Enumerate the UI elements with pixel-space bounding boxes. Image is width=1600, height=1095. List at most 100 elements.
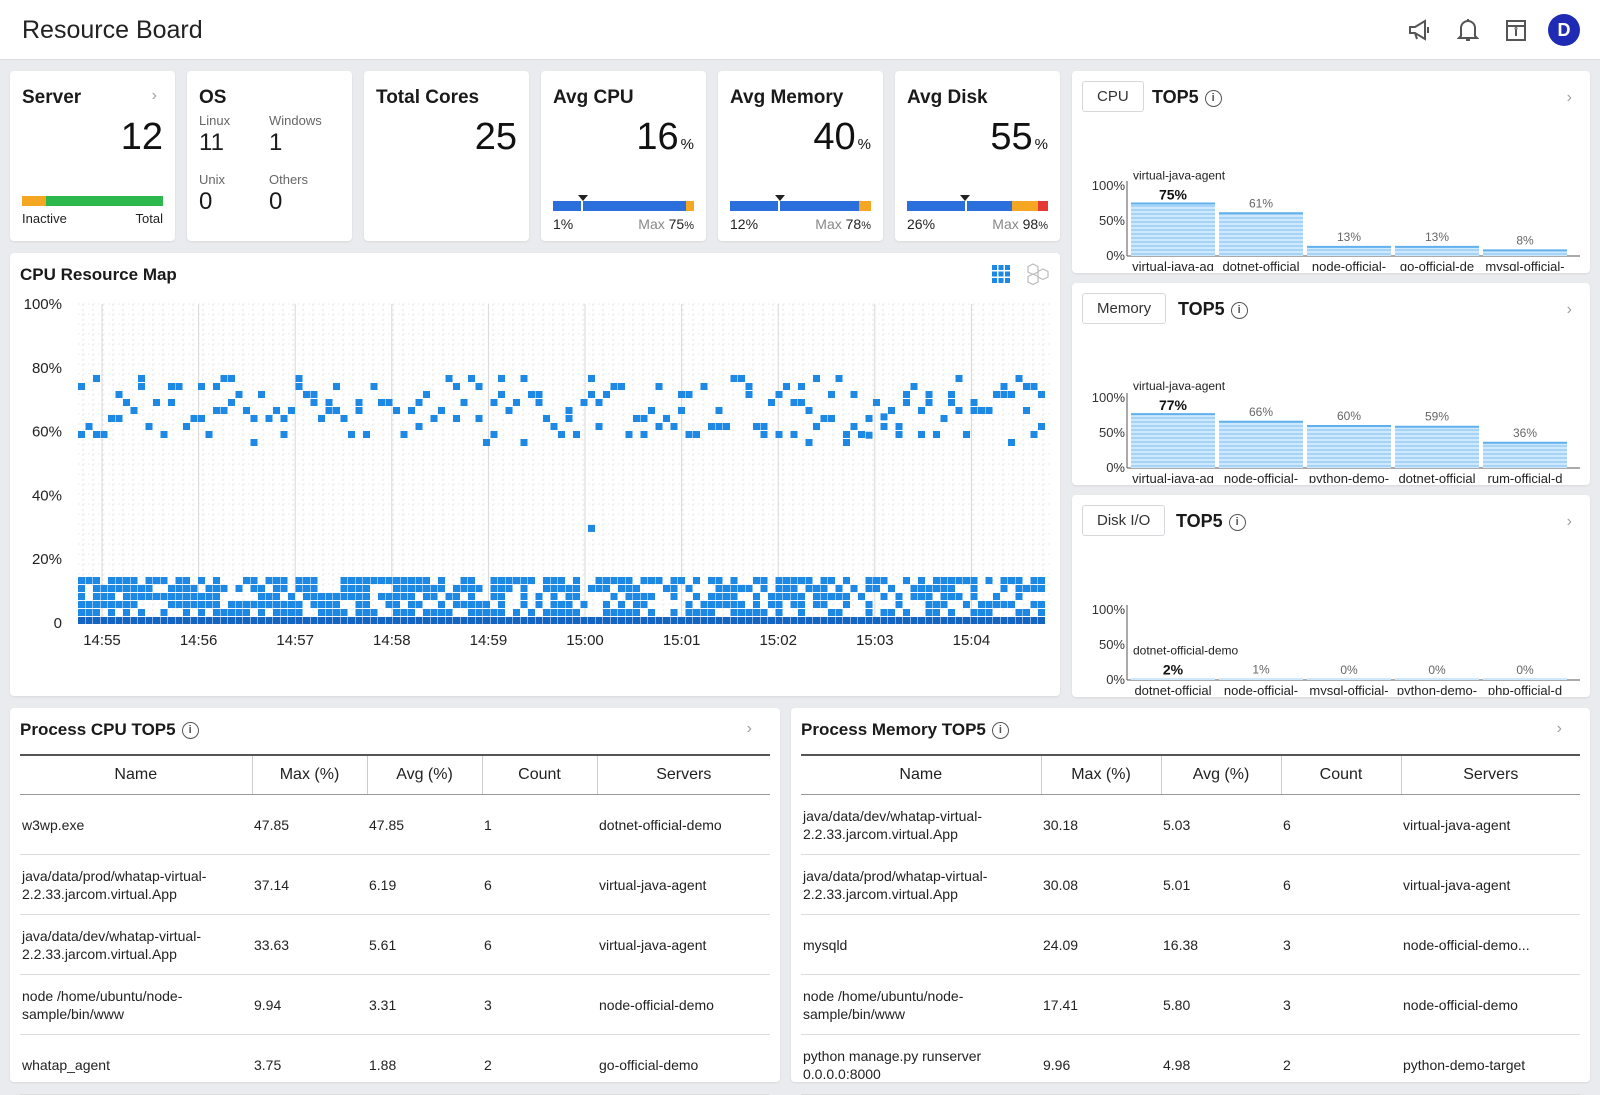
chevron-right-icon[interactable]: › xyxy=(746,720,752,737)
column-header[interactable]: Avg (%) xyxy=(1160,754,1281,795)
map-cell xyxy=(820,593,828,600)
map-cell xyxy=(835,585,843,592)
map-cell xyxy=(535,617,543,624)
disk-io-tag[interactable]: Disk I/O xyxy=(1082,505,1166,536)
top5-bar[interactable] xyxy=(1131,413,1215,468)
column-header[interactable]: Max (%) xyxy=(251,754,367,795)
disk-io-top5-chart: 100% 50% 0% 2% dotnet-official 1% node-officia… xyxy=(1092,602,1580,695)
map-cell xyxy=(453,585,460,592)
chevron-right-icon[interactable]: › xyxy=(1566,513,1572,530)
y-tick-label: 100% xyxy=(1092,178,1126,193)
map-cell xyxy=(408,593,415,600)
column-header[interactable]: Avg (%) xyxy=(366,754,482,795)
map-cell xyxy=(828,609,835,616)
linux-label: Linux xyxy=(199,113,231,128)
table-cell: 5.01 xyxy=(1161,854,1281,915)
info-icon[interactable]: i xyxy=(1228,513,1246,531)
column-header[interactable]: Name xyxy=(20,754,252,795)
map-cell xyxy=(93,593,100,600)
table-row[interactable]: java/data/prod/whatap-virtual-2.2.33.jar… xyxy=(801,854,1580,915)
map-cell xyxy=(288,601,295,608)
map-cell xyxy=(925,617,933,624)
top5-bar[interactable] xyxy=(1307,245,1391,256)
avg-disk-marker xyxy=(960,195,970,201)
map-cell xyxy=(955,577,963,584)
column-header[interactable]: Name xyxy=(801,754,1041,795)
disk-io-top5-card: Disk I/O TOP5 i › 100% 50% 0% 2% dotnet-offic… xyxy=(1072,495,1590,697)
map-cell xyxy=(610,383,618,390)
cpu-tag[interactable]: CPU xyxy=(1082,81,1144,112)
grid-view-icon[interactable] xyxy=(992,265,1010,288)
table-row[interactable]: mysqld 24.09 16.38 3 node-official-demo... xyxy=(801,914,1580,975)
top5-bar[interactable] xyxy=(1395,678,1479,680)
top5-bar[interactable] xyxy=(1219,420,1303,468)
column-header[interactable]: Max (%) xyxy=(1040,754,1161,795)
map-cell xyxy=(453,415,460,422)
map-cell xyxy=(400,577,408,584)
megaphone-icon[interactable] xyxy=(1404,14,1436,46)
table-row[interactable]: node /home/ubuntu/node-sample/bin/www 9.9… xyxy=(20,974,770,1035)
hexagon-view-icon[interactable] xyxy=(1026,262,1050,291)
map-cell xyxy=(970,585,978,592)
map-cell xyxy=(460,617,468,624)
top5-bar[interactable] xyxy=(1483,678,1567,680)
column-header[interactable]: Count xyxy=(481,754,597,795)
map-cell xyxy=(258,617,265,624)
info-icon[interactable]: i xyxy=(1204,89,1222,107)
map-cell xyxy=(138,609,145,616)
map-cell xyxy=(903,609,910,616)
avatar[interactable]: D xyxy=(1548,14,1580,46)
map-cell xyxy=(970,593,978,600)
map-cell xyxy=(153,593,160,600)
top5-bar[interactable] xyxy=(1307,425,1391,468)
map-cell xyxy=(168,399,175,406)
table-row[interactable]: w3wp.exe 47.85 47.85 1 dotnet-official-demo xyxy=(20,794,770,855)
map-cell xyxy=(498,585,505,592)
map-cell xyxy=(445,375,453,382)
top5-bar[interactable] xyxy=(1219,678,1303,680)
table-row[interactable]: java/data/dev/whatap-virtual-2.2.33.jarc… xyxy=(801,794,1580,855)
top5-bar[interactable] xyxy=(1483,249,1567,256)
map-cell xyxy=(1000,577,1008,584)
map-cell xyxy=(175,383,183,390)
top5-bar[interactable] xyxy=(1395,425,1479,468)
process-cpu-title: Process CPU TOP5 xyxy=(20,720,176,739)
bell-icon[interactable] xyxy=(1452,14,1484,46)
table-row[interactable]: whatap_agent 3.75 1.88 2 go-official-demo xyxy=(20,1034,770,1095)
chevron-right-icon[interactable]: › xyxy=(151,87,157,104)
map-cell xyxy=(1023,609,1030,616)
bar-fill xyxy=(1395,246,1479,256)
top5-bar[interactable] xyxy=(1219,212,1303,256)
table-row[interactable]: python manage.py runserver 0.0.0.0:8000 9… xyxy=(801,1034,1580,1095)
server-card[interactable]: Server › 12 Inactive Total xyxy=(10,71,175,241)
map-cell xyxy=(1015,617,1023,624)
map-cell xyxy=(228,609,235,616)
map-cell xyxy=(723,617,730,624)
top5-bar[interactable] xyxy=(1483,441,1567,468)
column-header[interactable]: Servers xyxy=(1400,754,1580,795)
info-icon[interactable]: i xyxy=(991,722,1009,740)
map-cells xyxy=(78,375,1045,624)
table-row[interactable]: node /home/ubuntu/node-sample/bin/www 17.… xyxy=(801,974,1580,1035)
memory-tag[interactable]: Memory xyxy=(1082,293,1167,324)
top5-bar[interactable] xyxy=(1307,678,1391,680)
chevron-right-icon[interactable]: › xyxy=(1566,89,1572,106)
map-cell xyxy=(130,601,138,608)
info-icon[interactable]: i xyxy=(181,722,199,740)
top5-bar[interactable] xyxy=(1131,202,1215,257)
column-header[interactable]: Servers xyxy=(596,754,770,795)
chevron-right-icon[interactable]: › xyxy=(1566,301,1572,318)
map-cell xyxy=(543,609,550,616)
top5-bar[interactable] xyxy=(1131,678,1215,680)
map-cell xyxy=(543,585,550,592)
x-tick-label: 14:55 xyxy=(83,632,121,649)
table-row[interactable]: java/data/dev/whatap-virtual-2.2.33.jarc… xyxy=(20,914,770,975)
top5-bar[interactable] xyxy=(1395,245,1479,256)
calendar-info-icon[interactable] xyxy=(1500,14,1532,46)
column-header[interactable]: Count xyxy=(1280,754,1401,795)
map-cell xyxy=(438,601,445,608)
map-cell xyxy=(258,593,265,600)
chevron-right-icon[interactable]: › xyxy=(1556,720,1562,737)
table-row[interactable]: java/data/prod/whatap-virtual-2.2.33.jar… xyxy=(20,854,770,915)
info-icon[interactable]: i xyxy=(1230,301,1248,319)
